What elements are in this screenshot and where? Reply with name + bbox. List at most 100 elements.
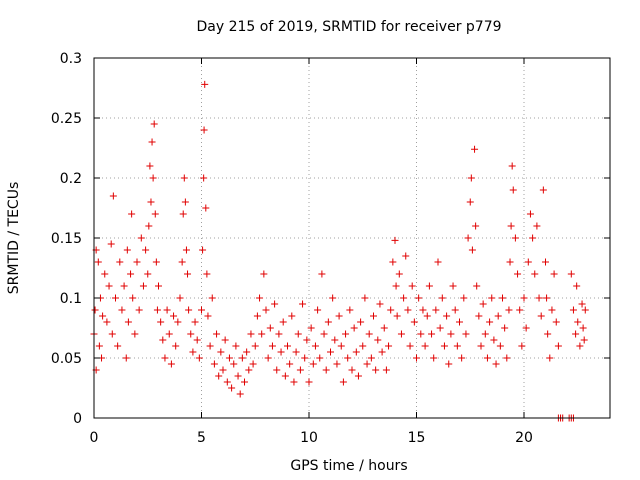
data-point <box>260 270 268 278</box>
data-point <box>374 336 382 344</box>
data-point <box>569 306 577 314</box>
data-point <box>501 324 509 332</box>
data-point <box>522 324 530 332</box>
data-point <box>236 390 244 398</box>
data-point <box>258 330 266 338</box>
data-point <box>462 330 470 338</box>
data-point <box>144 270 152 278</box>
data-point <box>151 210 159 218</box>
data-point <box>471 145 479 153</box>
x-tick-labels: 0 5 10 15 20 <box>90 430 533 446</box>
data-point <box>123 246 131 254</box>
data-point <box>539 186 547 194</box>
data-point <box>554 342 562 350</box>
data-point <box>581 306 589 314</box>
data-point <box>198 306 205 314</box>
data-point <box>124 318 132 326</box>
data-point <box>361 294 369 302</box>
data-point <box>210 360 218 368</box>
data-point <box>576 342 584 350</box>
data-point <box>234 372 242 380</box>
y-axis-label: SRMTID / TECUs <box>6 182 22 295</box>
data-point <box>152 258 160 266</box>
data-point <box>352 348 360 356</box>
data-point <box>299 300 307 308</box>
data-point <box>331 336 339 344</box>
data-point <box>511 234 519 242</box>
data-point <box>518 342 526 350</box>
data-point <box>318 270 326 278</box>
data-point <box>187 330 195 338</box>
data-point <box>101 270 109 278</box>
data-point <box>544 330 552 338</box>
data-point <box>182 246 190 254</box>
y-tick-label: 0.25 <box>51 111 82 127</box>
data-point <box>195 354 203 362</box>
data-point <box>402 252 410 260</box>
x-tick-label: 20 <box>515 430 533 446</box>
data-point <box>354 372 362 380</box>
data-point <box>249 360 257 368</box>
data-point <box>428 330 436 338</box>
data-point <box>320 330 328 338</box>
data-point <box>133 258 141 266</box>
data-point <box>292 348 300 356</box>
data-point <box>580 336 588 344</box>
data-point <box>391 236 399 244</box>
data-point <box>286 360 294 368</box>
data-point <box>567 270 575 278</box>
data-point <box>167 360 175 368</box>
data-point <box>322 366 330 374</box>
x-tick-label: 15 <box>408 430 426 446</box>
data-point <box>357 318 365 326</box>
data-point <box>339 378 347 386</box>
data-point <box>378 348 386 356</box>
data-point <box>337 342 345 350</box>
data-point <box>449 282 457 290</box>
data-point <box>505 306 513 314</box>
data-point <box>434 258 442 266</box>
data-point <box>473 282 481 290</box>
data-point <box>481 330 489 338</box>
data-point <box>499 294 506 302</box>
data-point <box>458 354 466 362</box>
data-point <box>305 378 313 386</box>
data-point <box>348 366 356 374</box>
data-point <box>146 162 154 170</box>
data-point <box>380 324 388 332</box>
data-point <box>436 324 444 332</box>
data-point <box>105 282 113 290</box>
data-point <box>153 306 161 314</box>
data-point <box>213 330 221 338</box>
data-point <box>492 360 500 368</box>
data-point <box>99 312 107 320</box>
data-point <box>200 126 208 134</box>
data-point <box>118 306 126 314</box>
data-point <box>509 186 517 194</box>
data-point <box>184 270 192 278</box>
data-point <box>335 312 343 320</box>
x-tick-label: 10 <box>300 430 318 446</box>
data-point <box>333 360 341 368</box>
data-point <box>245 366 253 374</box>
data-point <box>417 330 425 338</box>
data-point <box>241 378 248 386</box>
y-tick-labels: 0 0.05 0.1 0.15 0.2 0.25 0.3 <box>51 51 82 427</box>
data-point <box>520 294 528 302</box>
data-point <box>284 342 291 350</box>
data-point <box>170 312 178 320</box>
data-point <box>178 258 186 266</box>
data-point <box>410 318 418 326</box>
data-point <box>342 330 350 338</box>
data-point <box>516 306 524 314</box>
data-point <box>466 198 474 206</box>
data-point <box>273 366 281 374</box>
data-point <box>543 294 551 302</box>
data-point <box>529 234 537 242</box>
data-point <box>415 294 423 302</box>
data-point <box>279 318 287 326</box>
data-point <box>550 270 558 278</box>
data-point <box>262 306 270 314</box>
data-point <box>266 324 274 332</box>
